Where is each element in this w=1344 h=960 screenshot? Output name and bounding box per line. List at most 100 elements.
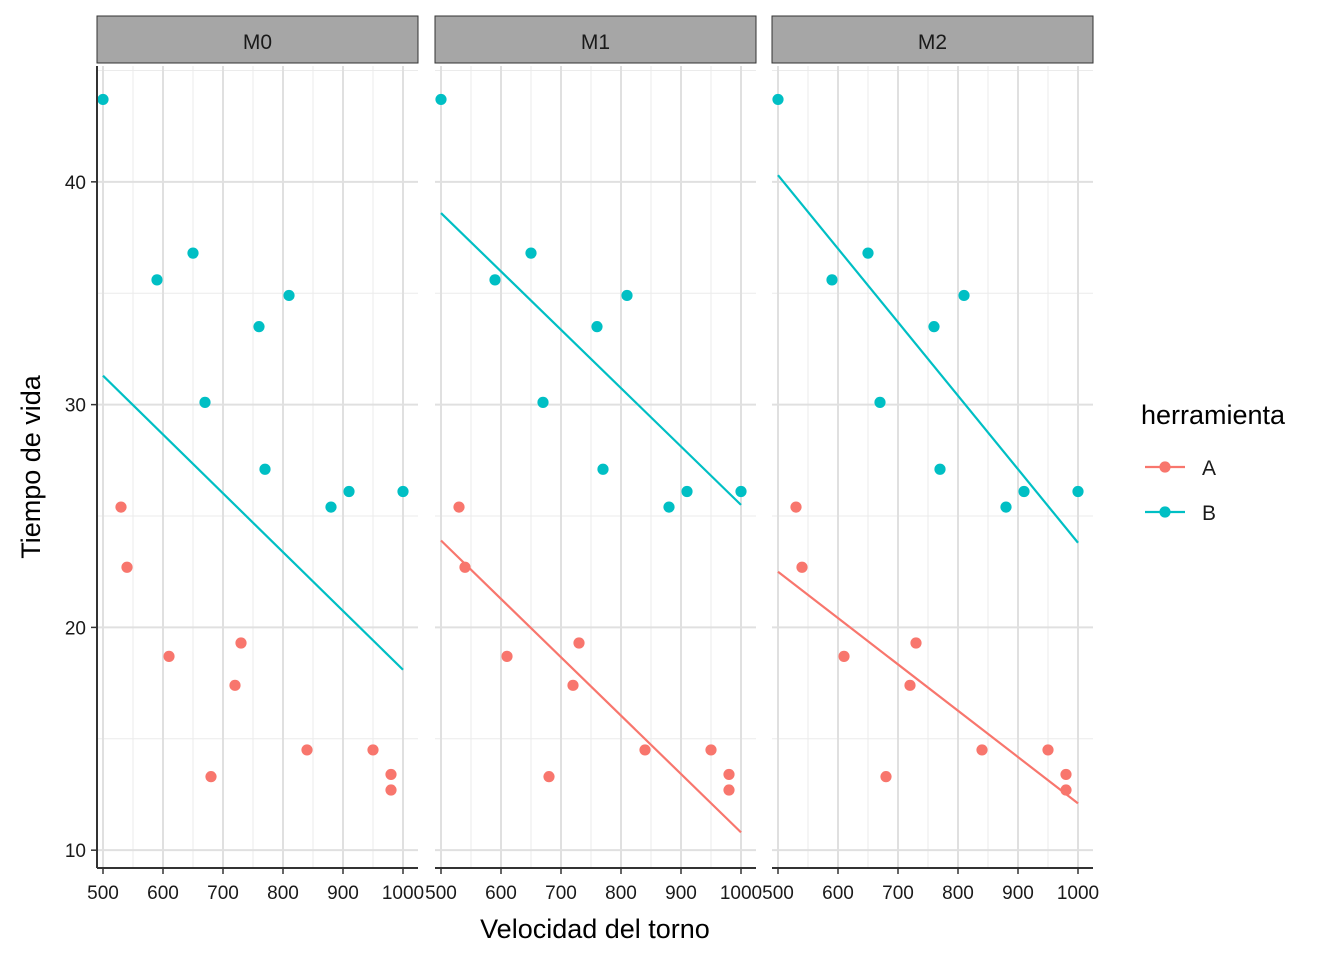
point-a bbox=[501, 650, 513, 662]
legend-title: herramienta bbox=[1141, 400, 1286, 430]
point-b bbox=[259, 463, 271, 475]
x-tick-label: 800 bbox=[942, 883, 974, 904]
point-b bbox=[934, 463, 946, 475]
y-tick-label: 40 bbox=[65, 173, 86, 194]
x-tick-label: 800 bbox=[267, 883, 299, 904]
x-tick-label: 700 bbox=[207, 883, 239, 904]
point-a bbox=[543, 771, 555, 783]
point-a bbox=[910, 637, 922, 649]
point-a bbox=[573, 637, 585, 649]
point-b bbox=[537, 396, 549, 408]
point-a bbox=[453, 501, 465, 513]
point-a bbox=[163, 650, 175, 662]
point-a bbox=[229, 679, 241, 691]
point-a bbox=[838, 650, 850, 662]
x-tick-label: 1000 bbox=[382, 883, 424, 904]
point-a bbox=[459, 561, 471, 573]
legend-key-point bbox=[1159, 461, 1171, 473]
panel-m2: M2 bbox=[771, 15, 1094, 868]
x-axis-title: Velocidad del torno bbox=[480, 914, 710, 944]
point-a bbox=[880, 771, 892, 783]
y-axis-title: Tiempo de vida bbox=[16, 374, 46, 559]
point-b bbox=[874, 396, 886, 408]
point-b bbox=[597, 463, 609, 475]
point-a bbox=[385, 768, 397, 781]
x-tick-label: 1000 bbox=[1057, 883, 1099, 904]
point-a bbox=[121, 561, 133, 573]
panels: M0 M1 M2 bbox=[96, 15, 1094, 868]
point-a bbox=[367, 744, 379, 756]
point-a bbox=[904, 679, 916, 691]
point-b bbox=[1000, 501, 1012, 513]
point-a bbox=[235, 637, 247, 649]
point-a bbox=[705, 744, 717, 756]
point-a bbox=[385, 784, 397, 796]
point-b bbox=[1018, 485, 1030, 498]
point-b bbox=[435, 93, 447, 106]
point-b bbox=[253, 321, 265, 333]
fit-line-a bbox=[440, 539, 742, 834]
fit-line-b bbox=[440, 212, 742, 506]
panel-m0: M0 bbox=[96, 15, 419, 868]
x-tick-label: 800 bbox=[605, 883, 637, 904]
x-tick-label: 700 bbox=[545, 883, 577, 904]
x-tick-label: 1000 bbox=[720, 883, 762, 904]
panel-m1: M1 bbox=[434, 15, 757, 868]
point-b bbox=[681, 485, 693, 498]
facet-strip bbox=[96, 15, 419, 64]
point-b bbox=[151, 274, 163, 286]
point-b bbox=[958, 289, 970, 302]
point-b bbox=[1072, 485, 1084, 498]
x-tick-label: 900 bbox=[327, 883, 359, 904]
point-b bbox=[489, 274, 501, 286]
legend: herramienta AB bbox=[1141, 400, 1286, 525]
point-a bbox=[723, 768, 735, 781]
point-b bbox=[772, 93, 784, 106]
x-tick-label: 500 bbox=[87, 883, 119, 904]
point-a bbox=[567, 679, 579, 691]
x-tick-label: 600 bbox=[147, 883, 179, 904]
y-tick-label: 20 bbox=[65, 618, 86, 639]
y-tick-label: 30 bbox=[65, 396, 86, 417]
x-tick-label: 500 bbox=[762, 883, 794, 904]
facet-strip-label: M0 bbox=[243, 31, 272, 54]
point-a bbox=[205, 771, 217, 783]
point-b bbox=[283, 289, 295, 302]
point-b bbox=[343, 485, 355, 498]
x-tick-label: 600 bbox=[485, 883, 517, 904]
point-b bbox=[199, 396, 211, 408]
point-a bbox=[115, 501, 127, 513]
point-a bbox=[1060, 768, 1072, 781]
fit-line-a bbox=[777, 570, 1079, 805]
point-b bbox=[826, 274, 838, 286]
facet-strip-label: M1 bbox=[581, 31, 610, 54]
point-a bbox=[976, 744, 988, 756]
fit-line-b bbox=[102, 374, 404, 671]
facet-strip-label: M2 bbox=[918, 31, 947, 54]
point-a bbox=[301, 744, 313, 756]
facet-strip bbox=[771, 15, 1094, 64]
point-a bbox=[796, 561, 808, 573]
point-a bbox=[1060, 784, 1072, 796]
x-tick-label: 600 bbox=[822, 883, 854, 904]
point-b bbox=[591, 321, 603, 333]
point-b bbox=[735, 485, 747, 498]
point-b bbox=[862, 247, 874, 259]
legend-key-point bbox=[1159, 506, 1171, 518]
point-b bbox=[525, 247, 537, 259]
legend-label: B bbox=[1202, 502, 1216, 525]
fit-line-b bbox=[777, 174, 1079, 544]
point-a bbox=[723, 784, 735, 796]
y-tick-label: 10 bbox=[65, 841, 86, 862]
legend-label: A bbox=[1202, 457, 1216, 480]
point-a bbox=[790, 501, 802, 513]
x-tick-label: 700 bbox=[882, 883, 914, 904]
facet-strip bbox=[434, 15, 757, 64]
x-tick-label: 900 bbox=[665, 883, 697, 904]
point-b bbox=[325, 501, 337, 513]
point-b bbox=[97, 93, 109, 106]
legend-item-b: B bbox=[1145, 502, 1216, 525]
point-b bbox=[928, 321, 940, 333]
point-a bbox=[639, 744, 651, 756]
